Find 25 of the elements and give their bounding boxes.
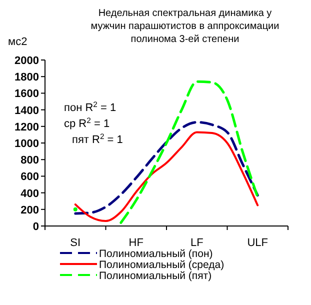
y-tick-label: 1800: [14, 72, 39, 84]
y-tick-label: 1000: [14, 138, 39, 150]
y-tick-label: 200: [20, 204, 39, 216]
x-tick-label: LF: [190, 237, 204, 249]
line-series: [74, 121, 259, 215]
annotation: пон R$^{2}$ = 1: [64, 100, 116, 114]
annotation: пят R$^{2}$ = 1: [72, 132, 123, 146]
x-tick-label: ULF: [247, 237, 268, 249]
y-tick-label: 1600: [14, 88, 39, 100]
legend-label: Полиномиальный (среда): [99, 259, 224, 271]
legend-label: Полиномиальный (пон): [99, 248, 213, 260]
y-tick-label: 800: [20, 154, 39, 167]
legend-label: Полиномиальный (пят): [99, 270, 212, 282]
y-axis-title: мс2: [8, 36, 28, 48]
y-tick-label: 0: [32, 221, 39, 233]
x-tick-label: SI: [70, 237, 81, 249]
y-tick-label: 2000: [14, 55, 39, 67]
annotation: ср R$^{2}$ = 1: [64, 116, 110, 130]
y-tick-label: 1400: [14, 104, 39, 117]
chart-title: Недельная спектральная динамика у мужчин парашютистов в аппроксимации полинома 3-ей степени: [90, 8, 280, 45]
y-tick-label: 1200: [14, 121, 39, 134]
y-tick-label: 400: [20, 188, 39, 200]
x-tick-label: HF: [128, 237, 144, 249]
line-series: [74, 131, 259, 222]
y-tick-label: 600: [20, 171, 39, 184]
